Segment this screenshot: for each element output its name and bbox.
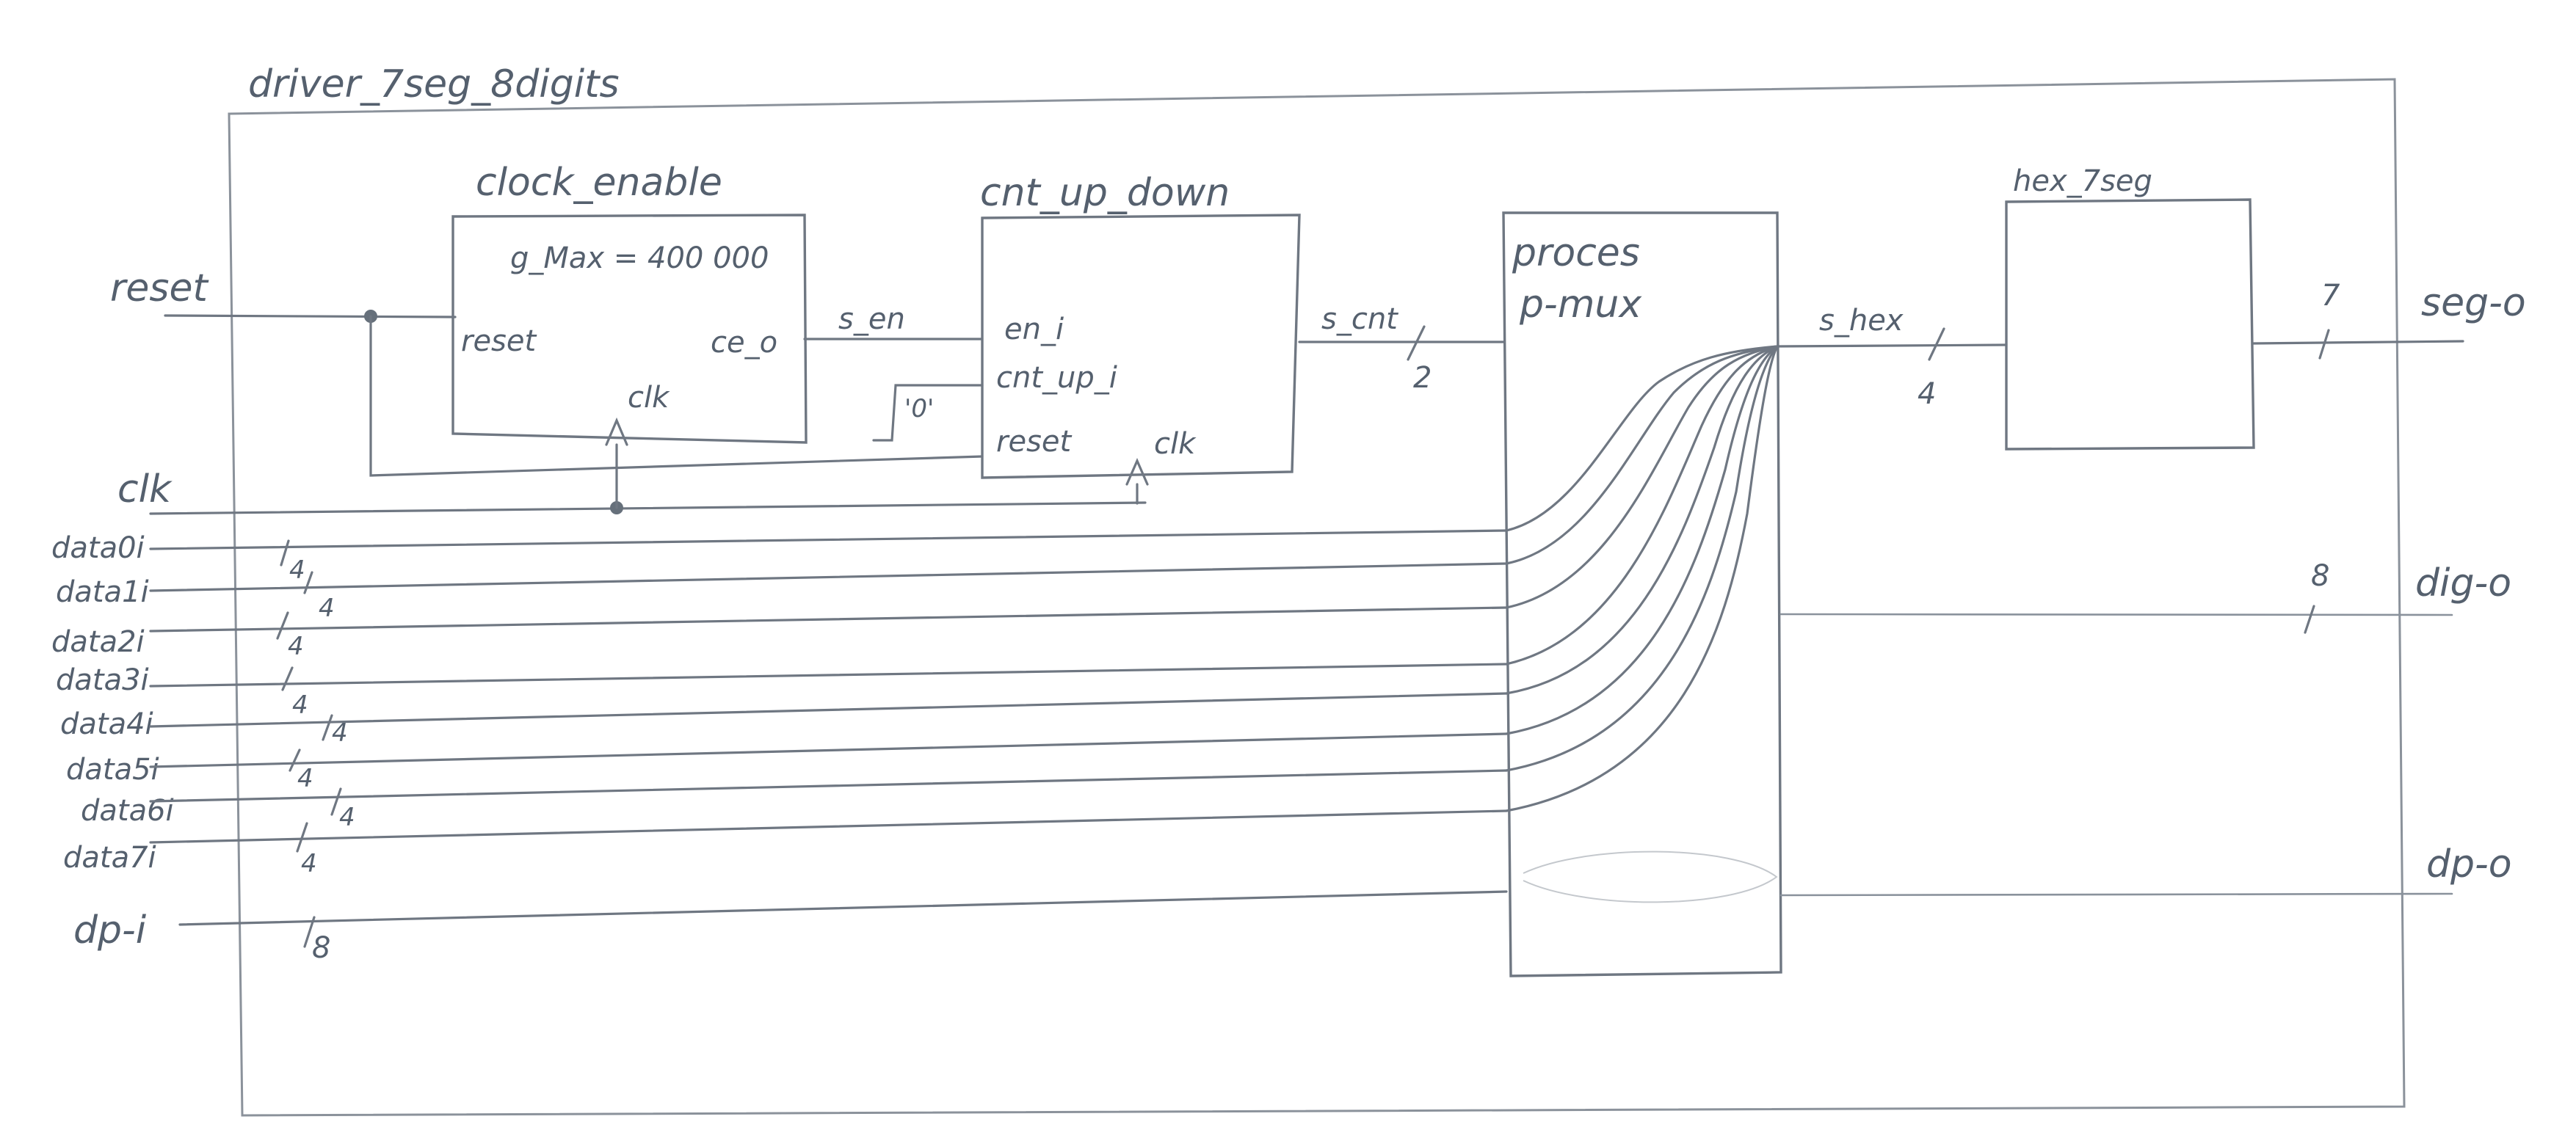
entity-title: driver_7seg_8digits [248,62,620,106]
process-label: proces [1512,231,1640,275]
data6-width-slash [330,787,342,816]
clock-enable-port-clk: clk [628,381,670,415]
data2-wire [149,606,1508,633]
clock-enable-block [451,214,808,444]
data2-width-slash [276,611,289,640]
mux-curve-1 [1505,345,1779,565]
signal-s-en: s_en [838,302,905,336]
seg-output-wire [2252,340,2464,345]
hex-7seg-block [2005,198,2255,451]
mux-erased-ellipse [1523,850,1778,903]
data3-width: 4 [292,691,308,720]
data0-width: 4 [289,555,305,585]
s-cnt-width: 2 [1413,361,1432,395]
input-data6-label: data6i [81,794,174,828]
seg-width: 7 [2321,279,2340,313]
s-hex-width-slash [1928,327,1945,361]
mux-curve-5 [1505,345,1779,735]
hex-7seg-name: hex_7seg [2013,164,2152,198]
mux-curve-6 [1505,345,1779,772]
data7-width-slash [296,822,308,853]
seg-width-slash [2318,329,2330,360]
data7-width: 4 [301,849,317,878]
mux-fan-in [1505,345,1779,903]
data6-width: 4 [339,803,355,832]
s-cnt-width-slash [1407,325,1426,361]
input-data1-label: data1i [56,575,149,609]
input-data2-label: data2i [51,625,145,659]
clock-enable-generic: g_Max = 400 000 [510,241,769,275]
data-inputs: data0i 4 data1i 4 data2i 4 data3i 4 data… [51,529,1508,878]
data1-width-slash [303,571,313,594]
cnt-up-down-port-en: en_i [1004,313,1064,346]
input-dp-label: dp-i [73,908,147,952]
data1-width: 4 [319,594,335,623]
entity-boundary [228,78,2406,1117]
input-clk-label: clk [117,467,173,511]
data5-width-slash [289,748,301,772]
constant-zero: '0' [904,394,934,423]
output-dig-label: dig-o [2415,561,2511,605]
process-mux-block [1502,211,1782,977]
dig-output-wire [1779,613,2453,616]
data5-width: 4 [297,764,313,793]
clock-enable-port-reset: reset [461,324,537,358]
data4-width-slash [322,714,333,741]
dp-input-wire [178,890,1508,926]
data2-width: 4 [288,632,304,661]
data7-wire [149,809,1508,844]
process-name: p-mux [1519,283,1642,327]
mux-curve-0 [1505,345,1779,532]
input-data3-label: data3i [56,663,149,697]
dig-width: 8 [2311,559,2329,593]
data0-width-slash [280,539,290,566]
cnt-up-down-port-cnt-up: cnt_up_i [996,361,1117,395]
dp-width: 8 [312,931,330,965]
input-data7-label: data7i [63,841,156,875]
clock-enable-clk-edge [605,417,628,446]
data5-wire [149,732,1508,768]
cnt-up-down-port-clk: clk [1154,427,1197,461]
dp-width-slash [303,916,316,948]
data1-wire [149,562,1508,592]
mux-curve-7 [1505,345,1779,812]
reset-wire [164,314,457,318]
s-hex-wire [1776,343,2008,348]
output-seg-label: seg-o [2421,281,2526,325]
data0-wire [149,529,1508,550]
cnt-up-down-name: cnt_up_down [980,171,1230,215]
input-reset-label: reset [110,266,208,310]
data6-wire [149,769,1508,803]
signal-s-cnt: s_cnt [1321,302,1398,336]
data4-wire [149,692,1508,728]
data4-width: 4 [332,718,348,748]
mux-curve-3 [1505,345,1779,666]
cnt-up-down-port-reset: reset [996,425,1073,459]
clock-enable-name: clock_enable [476,161,722,205]
signal-s-hex: s_hex [1819,304,1904,338]
input-data0-label: data0i [51,531,145,565]
clock-enable-port-ce: ce_o [711,326,777,360]
cnt-up-down-block [981,214,1301,479]
dp-output-wire [1779,892,2453,897]
input-data4-label: data4i [60,707,153,741]
data3-width-slash [281,666,294,691]
mux-curve-4 [1505,345,1779,695]
reset-branch-wire [369,315,984,477]
data3-wire [149,663,1508,688]
input-data5-label: data5i [66,753,159,787]
mux-curve-2 [1505,345,1779,609]
dig-width-slash [2304,605,2315,634]
s-hex-width: 4 [1918,377,1936,411]
cnt-up-down-clk-edge [1125,458,1149,486]
output-dp-label: dp-o [2426,842,2512,886]
constant-zero-wire [872,384,984,442]
clk-wire [149,501,1147,515]
